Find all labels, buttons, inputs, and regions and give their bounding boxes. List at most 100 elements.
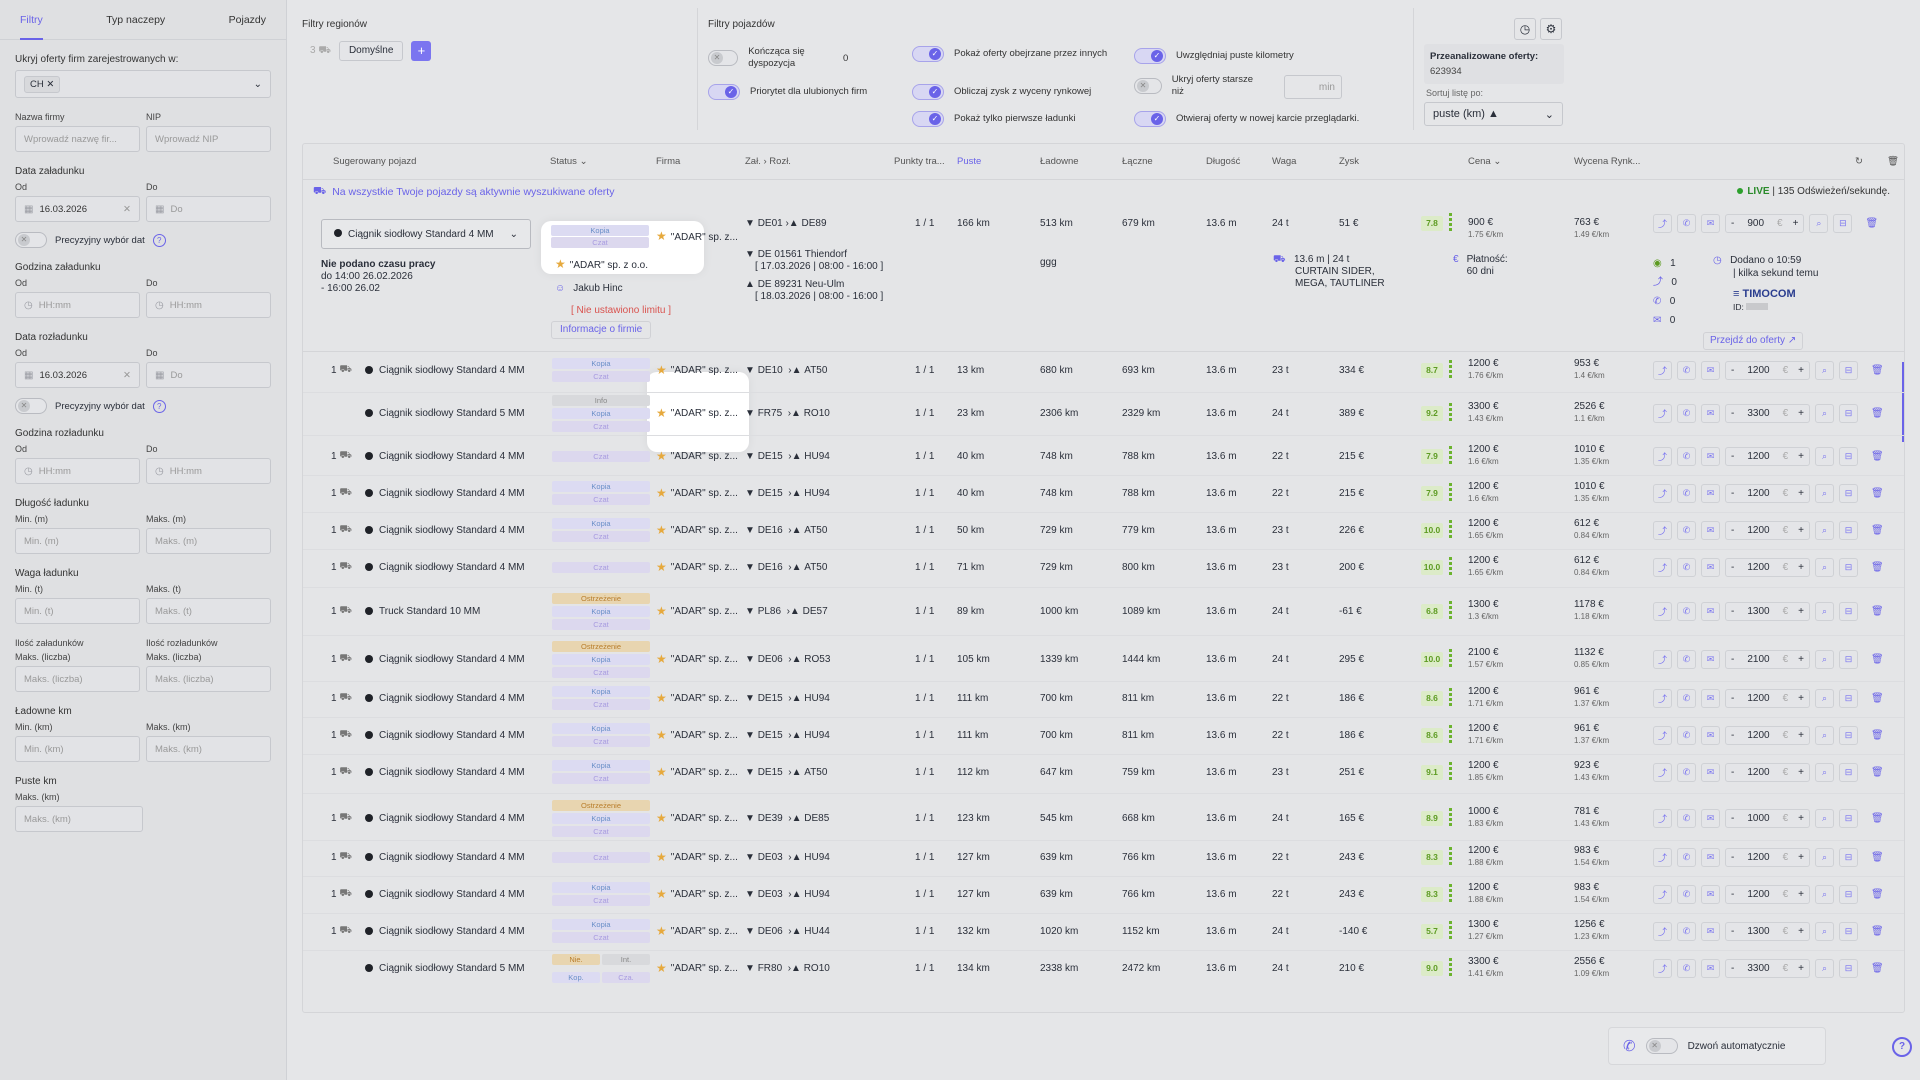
star-icon[interactable]: ★ bbox=[656, 691, 667, 705]
unload-time-to-input[interactable]: ◷ HH:mm bbox=[146, 458, 271, 484]
table-row[interactable]: Ciągnik siodłowy Standard 5 MM Info Kopia… bbox=[303, 394, 1904, 432]
price-stepper[interactable]: -1200 € + bbox=[1725, 520, 1810, 540]
goto-offer-button[interactable]: Przejdź do oferty ↗ bbox=[1703, 332, 1804, 350]
tab-trailer-type[interactable]: Typ naczepy bbox=[106, 13, 166, 26]
calc-icon[interactable]: ⊟ bbox=[1839, 557, 1858, 577]
row-company[interactable]: ★ "ADAR" sp. z... bbox=[656, 589, 738, 633]
minus-icon[interactable]: - bbox=[1731, 605, 1735, 617]
phone-icon[interactable]: ✆ bbox=[1677, 446, 1696, 466]
trash-icon[interactable]: 🗑 bbox=[1871, 925, 1884, 937]
minus-icon[interactable]: - bbox=[1731, 692, 1735, 704]
calc-icon[interactable]: ⊟ bbox=[1839, 847, 1858, 867]
table-row[interactable]: 1 ⛟ Ciągnik siodłowy Standard 4 MM Kopia… bbox=[303, 680, 1904, 716]
tab-filters[interactable]: Filtry bbox=[20, 0, 43, 40]
calc-icon[interactable]: ⊟ bbox=[1839, 958, 1858, 978]
phone-icon[interactable]: ✆ bbox=[1677, 725, 1696, 745]
share-icon[interactable]: ⤴ bbox=[1653, 557, 1672, 577]
row-vehicle[interactable]: Ciągnik siodłowy Standard 4 MM bbox=[365, 637, 525, 681]
table-row[interactable]: 1 ⛟ Ciągnik siodłowy Standard 4 MM Ostrz… bbox=[303, 637, 1904, 681]
calc-icon[interactable]: ⊟ bbox=[1839, 403, 1858, 423]
phone-icon[interactable]: ✆ bbox=[1677, 921, 1696, 941]
tab-vehicles[interactable]: Pojazdy bbox=[228, 13, 266, 26]
filter-icon[interactable]: ⌄ bbox=[579, 156, 588, 167]
settings-icon[interactable]: ⚙ bbox=[1540, 18, 1562, 40]
search-icon[interactable]: ⌕ bbox=[1815, 884, 1834, 904]
price-stepper[interactable]: -3300 € + bbox=[1725, 403, 1810, 423]
status-tag[interactable]: Kopia bbox=[552, 481, 650, 492]
col-status[interactable]: Status ⌄ bbox=[550, 156, 588, 167]
close-icon[interactable]: ✕ bbox=[46, 78, 55, 90]
scroll-indicator[interactable] bbox=[1902, 362, 1904, 442]
col-weight[interactable]: Waga bbox=[1272, 156, 1297, 167]
search-icon[interactable]: ⌕ bbox=[1815, 688, 1834, 708]
stepper-value[interactable]: 1200 bbox=[1747, 766, 1770, 778]
row-vehicle[interactable]: Ciągnik siodłowy Standard 4 MM bbox=[365, 438, 525, 474]
share-icon[interactable]: ⤴ bbox=[1653, 884, 1672, 904]
trash-icon[interactable]: 🗑 bbox=[1871, 888, 1884, 900]
price-stepper[interactable]: -1300 € + bbox=[1725, 601, 1810, 621]
share-icon[interactable]: ⤴ bbox=[1653, 847, 1672, 867]
row-company[interactable]: ★ "ADAR" sp. z... bbox=[656, 950, 738, 986]
col-route[interactable]: Zał. › Rozł. bbox=[745, 156, 791, 167]
phone-icon[interactable]: ✆ bbox=[1677, 762, 1696, 782]
status-tag[interactable]: Kopia bbox=[552, 653, 650, 665]
star-icon[interactable]: ★ bbox=[656, 961, 667, 975]
older-minutes-input[interactable]: min bbox=[1284, 75, 1342, 99]
stepper-value[interactable]: 2100 bbox=[1747, 653, 1770, 665]
help-icon[interactable]: ? bbox=[152, 233, 166, 247]
phone-icon[interactable]: ✆ bbox=[1677, 958, 1696, 978]
length-min-input[interactable]: Min. (m) bbox=[15, 528, 140, 554]
new-tab-toggle[interactable] bbox=[1134, 111, 1166, 127]
price-stepper[interactable]: -2100 € + bbox=[1725, 649, 1810, 669]
trash-icon[interactable]: 🗑 bbox=[1871, 653, 1884, 665]
load-time-to-input[interactable]: ◷ HH:mm bbox=[146, 292, 271, 318]
length-max-input[interactable]: Maks. (m) bbox=[146, 528, 271, 554]
status-tag[interactable]: Czat bbox=[552, 851, 650, 863]
minus-icon[interactable]: - bbox=[1731, 524, 1735, 536]
table-row[interactable]: 1 ⛟ Truck Standard 10 MM Ostrzeżenie Kopi… bbox=[303, 589, 1904, 633]
mail-icon[interactable]: ✉ bbox=[1701, 958, 1720, 978]
star-icon[interactable]: ★ bbox=[656, 811, 667, 825]
calc-icon[interactable]: ⊟ bbox=[1839, 649, 1858, 669]
minus-icon[interactable]: - bbox=[1731, 487, 1735, 499]
stepper-value[interactable]: 1200 bbox=[1747, 561, 1770, 573]
mail-icon[interactable]: ✉ bbox=[1701, 557, 1720, 577]
search-icon[interactable]: ⌕ bbox=[1815, 762, 1834, 782]
share-icon[interactable]: ⤴ bbox=[1653, 762, 1672, 782]
calc-icon[interactable]: ⊟ bbox=[1839, 520, 1858, 540]
calc-icon[interactable]: ⊟ bbox=[1839, 808, 1858, 828]
clear-icon[interactable]: ✕ bbox=[123, 369, 131, 381]
status-tag[interactable]: Kopia bbox=[552, 812, 650, 824]
unloads-count-input[interactable]: Maks. (liczba) bbox=[146, 666, 271, 692]
add-region-button[interactable]: + bbox=[411, 41, 432, 61]
calc-icon[interactable]: ⊟ bbox=[1839, 483, 1858, 503]
help-icon[interactable]: ? bbox=[152, 399, 166, 413]
row-company[interactable]: ★ "ADAR" sp. z... bbox=[656, 796, 738, 840]
stepper-value[interactable]: 1200 bbox=[1747, 729, 1770, 741]
plus-icon[interactable]: + bbox=[1798, 962, 1804, 974]
expanded-offer[interactable]: Ciągnik siodłowy Standard 4 MM ⌄ Nie poda… bbox=[303, 204, 1904, 352]
plus-icon[interactable]: + bbox=[1798, 524, 1804, 536]
mail-icon[interactable]: ✉ bbox=[1701, 808, 1720, 828]
share-icon[interactable]: ⤴ bbox=[1653, 958, 1672, 978]
table-row[interactable]: 1 ⛟ Ciągnik siodłowy Standard 4 MM Czat … bbox=[303, 438, 1904, 474]
status-tag[interactable]: Czat bbox=[552, 371, 650, 382]
status-tag[interactable]: Kopia bbox=[552, 919, 650, 930]
search-icon[interactable]: ⌕ bbox=[1815, 808, 1834, 828]
col-profit[interactable]: Zysk bbox=[1339, 156, 1360, 167]
mail-icon[interactable]: ✉ bbox=[1701, 214, 1720, 233]
col-total[interactable]: Łączne bbox=[1122, 156, 1153, 167]
history-icon[interactable]: ◷ bbox=[1514, 18, 1536, 40]
minus-icon[interactable]: - bbox=[1731, 218, 1735, 229]
phone-icon[interactable]: ✆ bbox=[1677, 688, 1696, 708]
unload-date-from-input[interactable]: ▦ 16.03.2026 ✕ bbox=[15, 362, 140, 388]
price-stepper[interactable]: -1200 € + bbox=[1725, 483, 1810, 503]
stepper-value[interactable]: 1000 bbox=[1747, 812, 1770, 824]
precise-dates-toggle-2[interactable] bbox=[15, 398, 47, 414]
mail-icon[interactable]: ✉ bbox=[1701, 601, 1720, 621]
load-time-from-input[interactable]: ◷ HH:mm bbox=[15, 292, 140, 318]
search-icon[interactable]: ⌕ bbox=[1815, 483, 1834, 503]
plus-icon[interactable]: + bbox=[1798, 812, 1804, 824]
trash-icon[interactable]: 🗑 bbox=[1871, 364, 1884, 376]
trash-icon[interactable]: 🗑 bbox=[1871, 851, 1884, 863]
